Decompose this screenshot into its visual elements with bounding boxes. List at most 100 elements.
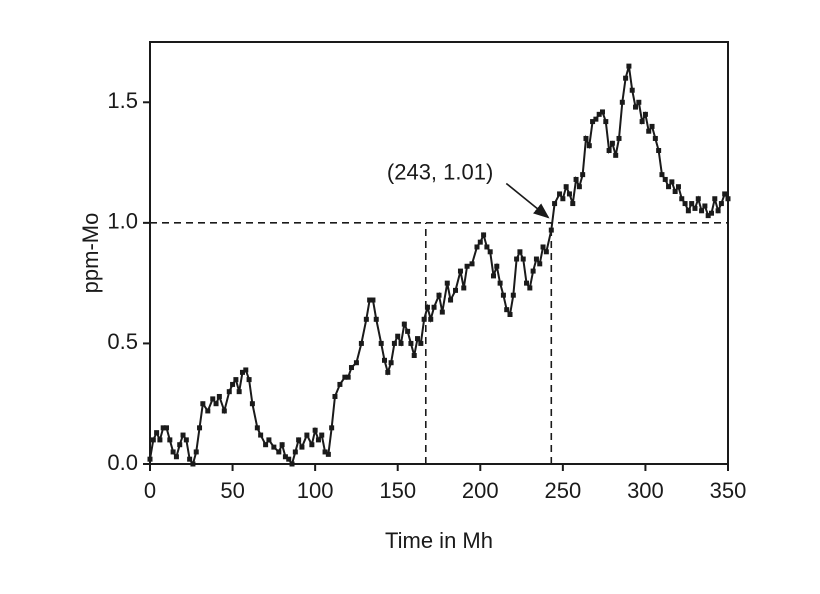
data-point xyxy=(666,184,672,190)
data-point xyxy=(180,432,186,438)
y-tick-label: 1.0 xyxy=(107,209,138,234)
data-point xyxy=(254,425,260,431)
x-tick-label: 250 xyxy=(544,478,581,503)
data-point xyxy=(675,184,681,190)
data-point xyxy=(586,143,592,149)
data-point xyxy=(557,191,563,197)
data-point xyxy=(712,196,718,202)
data-point xyxy=(405,328,411,334)
data-point xyxy=(304,432,310,438)
data-point xyxy=(370,297,376,303)
data-point xyxy=(342,374,348,380)
data-point xyxy=(243,367,249,373)
data-point xyxy=(279,442,285,448)
data-point xyxy=(418,340,424,346)
data-point xyxy=(154,430,160,436)
data-point xyxy=(583,135,589,141)
data-point xyxy=(337,381,343,387)
data-point xyxy=(210,396,216,402)
data-point xyxy=(623,75,629,81)
data-point xyxy=(187,456,193,462)
data-point xyxy=(348,365,354,371)
data-point xyxy=(391,340,397,346)
data-point xyxy=(388,360,394,366)
data-point xyxy=(613,152,619,158)
y-tick-label: 0.0 xyxy=(107,450,138,475)
data-point xyxy=(629,87,635,93)
data-point xyxy=(221,408,227,414)
x-axis-label: Time in Mh xyxy=(385,528,493,553)
data-point xyxy=(692,205,698,211)
data-point xyxy=(642,111,648,117)
data-point xyxy=(682,201,688,207)
data-point xyxy=(363,316,369,322)
data-point xyxy=(477,239,483,245)
data-point xyxy=(672,189,678,195)
data-point xyxy=(679,196,685,202)
data-point xyxy=(722,191,728,197)
data-point xyxy=(689,201,695,207)
data-point xyxy=(421,316,427,322)
data-point xyxy=(276,449,282,455)
data-point xyxy=(200,401,206,407)
data-point xyxy=(150,437,156,443)
y-tick-label: 1.5 xyxy=(107,88,138,113)
data-point xyxy=(398,340,404,346)
data-point xyxy=(444,280,450,286)
data-point xyxy=(649,123,655,129)
data-point xyxy=(705,213,711,219)
data-point xyxy=(246,377,252,383)
data-point xyxy=(282,454,288,460)
data-point xyxy=(718,201,724,207)
data-point xyxy=(436,292,442,298)
y-axis-label: ppm-Mo xyxy=(78,213,103,294)
data-point xyxy=(530,268,536,274)
data-point xyxy=(448,297,454,303)
data-point xyxy=(695,196,701,202)
data-point xyxy=(685,208,691,214)
data-point xyxy=(296,437,302,443)
data-point xyxy=(527,285,533,291)
data-point xyxy=(633,104,639,110)
data-point xyxy=(504,307,510,313)
data-point xyxy=(593,116,599,122)
data-point xyxy=(662,176,668,182)
data-point xyxy=(173,454,179,460)
data-point xyxy=(408,340,414,346)
data-point xyxy=(385,369,391,375)
data-point xyxy=(177,442,183,448)
data-point xyxy=(216,393,222,399)
data-point xyxy=(524,280,530,286)
data-point xyxy=(332,393,338,399)
data-point xyxy=(599,109,605,115)
data-point xyxy=(474,244,480,250)
data-point xyxy=(646,128,652,134)
data-point xyxy=(197,425,203,431)
data-point xyxy=(494,263,500,269)
data-point xyxy=(415,336,421,342)
data-point xyxy=(484,244,490,250)
x-tick-label: 150 xyxy=(379,478,416,503)
x-tick-label: 300 xyxy=(627,478,664,503)
data-point xyxy=(439,309,445,315)
data-point xyxy=(358,340,364,346)
data-point xyxy=(590,119,596,125)
data-point xyxy=(669,179,675,185)
data-point xyxy=(520,256,526,262)
data-point xyxy=(453,287,459,293)
data-point xyxy=(715,208,721,214)
data-point xyxy=(576,184,582,190)
data-point xyxy=(659,172,665,178)
data-point xyxy=(616,135,622,141)
data-point xyxy=(514,256,520,262)
data-point xyxy=(263,442,269,448)
data-point xyxy=(271,444,277,450)
data-point xyxy=(424,304,430,310)
data-point xyxy=(490,273,496,279)
data-point xyxy=(609,140,615,146)
data-point xyxy=(322,449,328,455)
data-point xyxy=(580,172,586,178)
data-point xyxy=(193,449,199,455)
data-point xyxy=(315,437,321,443)
